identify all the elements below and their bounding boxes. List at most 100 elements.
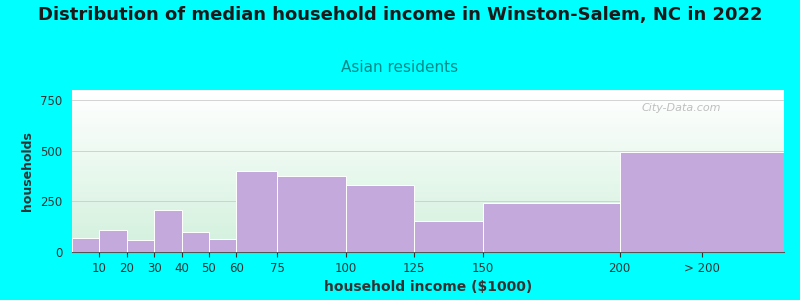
Bar [72,105,784,106]
Bar [72,156,784,158]
Bar [72,221,784,223]
Bar [72,176,784,178]
Bar [72,97,784,98]
Bar [72,236,784,237]
Bar [72,164,784,166]
Bar [72,212,784,213]
Bar [209,239,236,252]
Bar [72,228,784,229]
Bar [346,185,414,252]
Bar [72,200,784,202]
Bar [72,132,784,134]
Bar [72,208,784,210]
Bar [72,207,784,208]
Bar [72,224,784,226]
Bar [72,103,784,105]
Bar [72,242,784,244]
Bar [72,93,784,95]
Bar [72,163,784,164]
Bar [72,160,784,161]
Y-axis label: households: households [22,131,34,211]
Bar [72,197,784,199]
Bar [72,237,784,239]
Bar [72,134,784,135]
Text: Asian residents: Asian residents [342,60,458,75]
Bar [72,195,784,197]
Bar [482,203,620,252]
Bar [72,186,784,187]
Bar [72,137,784,139]
Bar [72,172,784,174]
Bar [72,135,784,137]
Bar [72,126,784,127]
Bar [72,108,784,109]
Bar [72,192,784,194]
Bar [72,250,784,252]
Bar [72,213,784,215]
Bar [72,90,784,92]
Bar [72,215,784,216]
Bar [72,229,784,231]
Bar [72,122,784,124]
Bar [72,234,784,236]
Bar [72,220,784,221]
Bar [72,203,784,205]
Bar [72,148,784,150]
Bar [72,244,784,245]
Bar [72,158,784,160]
Bar [72,153,784,155]
Bar [72,119,784,121]
Bar [72,118,784,119]
Bar [72,127,784,129]
Bar [620,152,784,252]
Bar [72,245,784,247]
Bar [72,194,784,195]
X-axis label: household income ($1000): household income ($1000) [324,280,532,294]
Text: City-Data.com: City-Data.com [642,103,721,113]
Bar [72,199,784,200]
Bar [72,190,784,192]
Bar [72,161,784,163]
Bar [236,171,278,252]
Bar [72,216,784,218]
Bar [72,238,99,252]
Bar [72,171,784,172]
Bar [72,174,784,176]
Bar [278,176,346,252]
Bar [72,247,784,249]
Bar [72,140,784,142]
Bar [72,155,784,156]
Bar [72,249,784,250]
Bar [72,166,784,168]
Bar [72,143,784,145]
Bar [72,169,784,171]
Bar [72,129,784,130]
Bar [72,145,784,147]
Bar [182,232,209,252]
Bar [72,205,784,207]
Bar [72,130,784,132]
Bar [72,110,784,111]
Bar [72,226,784,228]
Bar [72,189,784,190]
Bar [72,101,784,103]
Bar [72,113,784,114]
Bar [72,202,784,203]
Bar [72,142,784,143]
Bar [72,100,784,101]
Bar [72,152,784,153]
Bar [72,187,784,189]
Bar [72,184,784,186]
Bar [126,240,154,252]
Bar [72,147,784,148]
Bar [72,241,784,242]
Bar [72,182,784,184]
Bar [72,179,784,181]
Bar [72,239,784,241]
Bar [72,218,784,220]
Bar [414,220,482,252]
Bar [72,181,784,182]
Bar [72,178,784,179]
Bar [72,92,784,93]
Bar [72,150,784,152]
